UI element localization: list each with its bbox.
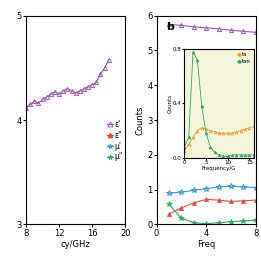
Legend: ε', ε", μ', μ": ε', ε", μ', μ" xyxy=(106,119,123,162)
X-axis label: cy/GHz: cy/GHz xyxy=(61,240,91,250)
Y-axis label: Counts: Counts xyxy=(135,105,144,135)
Text: b: b xyxy=(167,22,174,32)
X-axis label: Freq: Freq xyxy=(197,240,215,250)
